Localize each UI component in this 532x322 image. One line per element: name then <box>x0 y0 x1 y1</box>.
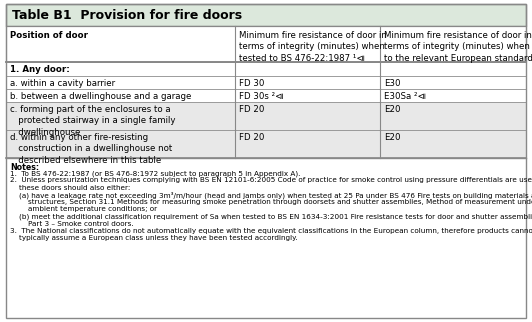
Text: 3.  The National classifications do not automatically equate with the equivalent: 3. The National classifications do not a… <box>10 228 532 234</box>
Bar <box>6 62 526 76</box>
Text: FD 20: FD 20 <box>239 133 264 142</box>
Text: 1. Any door:: 1. Any door: <box>10 65 70 74</box>
Text: b. between a dwellinghouse and a garage: b. between a dwellinghouse and a garage <box>10 92 192 101</box>
Text: structures, Section 31.1 Methods for measuring smoke penetration through doorset: structures, Section 31.1 Methods for mea… <box>10 199 532 205</box>
Text: E20: E20 <box>385 105 401 114</box>
Bar <box>6 102 526 130</box>
Text: (b) meet the additional classification requirement of Sa when tested to BS EN 16: (b) meet the additional classification r… <box>10 213 532 220</box>
Text: Table B1  Provision for fire doors: Table B1 Provision for fire doors <box>12 8 242 22</box>
Text: FD 20: FD 20 <box>239 105 264 114</box>
Bar <box>6 89 526 102</box>
Text: c. forming part of the enclosures to a
   protected stairway in a single family
: c. forming part of the enclosures to a p… <box>10 105 176 137</box>
Text: ambient temperature conditions; or: ambient temperature conditions; or <box>10 206 157 212</box>
Text: d. within any other fire-resisting
   construction in a dwellinghouse not
   des: d. within any other fire-resisting const… <box>10 133 172 165</box>
Bar <box>6 76 526 89</box>
Text: (a) have a leakage rate not exceeding 3m³/m/hour (head and jambs only) when test: (a) have a leakage rate not exceeding 3m… <box>10 192 532 199</box>
Text: typically assume a European class unless they have been tested accordingly.: typically assume a European class unless… <box>10 235 297 241</box>
Text: Minimum fire resistance of door in
terms of integrity (minutes) when tested
to t: Minimum fire resistance of door in terms… <box>385 31 532 63</box>
Text: FD 30: FD 30 <box>239 79 264 88</box>
Bar <box>6 26 526 62</box>
Text: Minimum fire resistance of door in
terms of integrity (minutes) when
tested to B: Minimum fire resistance of door in terms… <box>239 31 387 63</box>
Bar <box>6 4 526 26</box>
Text: E30: E30 <box>385 79 401 88</box>
Text: Notes:: Notes: <box>10 163 39 172</box>
Text: E30Sa ²⧏: E30Sa ²⧏ <box>385 92 427 101</box>
Text: Position of door: Position of door <box>10 31 88 40</box>
Text: E20: E20 <box>385 133 401 142</box>
Bar <box>6 130 526 158</box>
Text: 1.  To BS 476-22:1987 (or BS 476-8:1972 subject to paragraph 5 in Appendix A).: 1. To BS 476-22:1987 (or BS 476-8:1972 s… <box>10 170 301 177</box>
Text: Part 3 – Smoke control doors.: Part 3 – Smoke control doors. <box>10 221 134 227</box>
Text: a. within a cavity barrier: a. within a cavity barrier <box>10 79 115 88</box>
Text: FD 30s ²⧏: FD 30s ²⧏ <box>239 92 284 101</box>
Text: 2.  Unless pressurization techniques complying with BS EN 12101-6:2005 Code of p: 2. Unless pressurization techniques comp… <box>10 177 532 184</box>
Text: these doors should also either:: these doors should also either: <box>10 185 130 191</box>
